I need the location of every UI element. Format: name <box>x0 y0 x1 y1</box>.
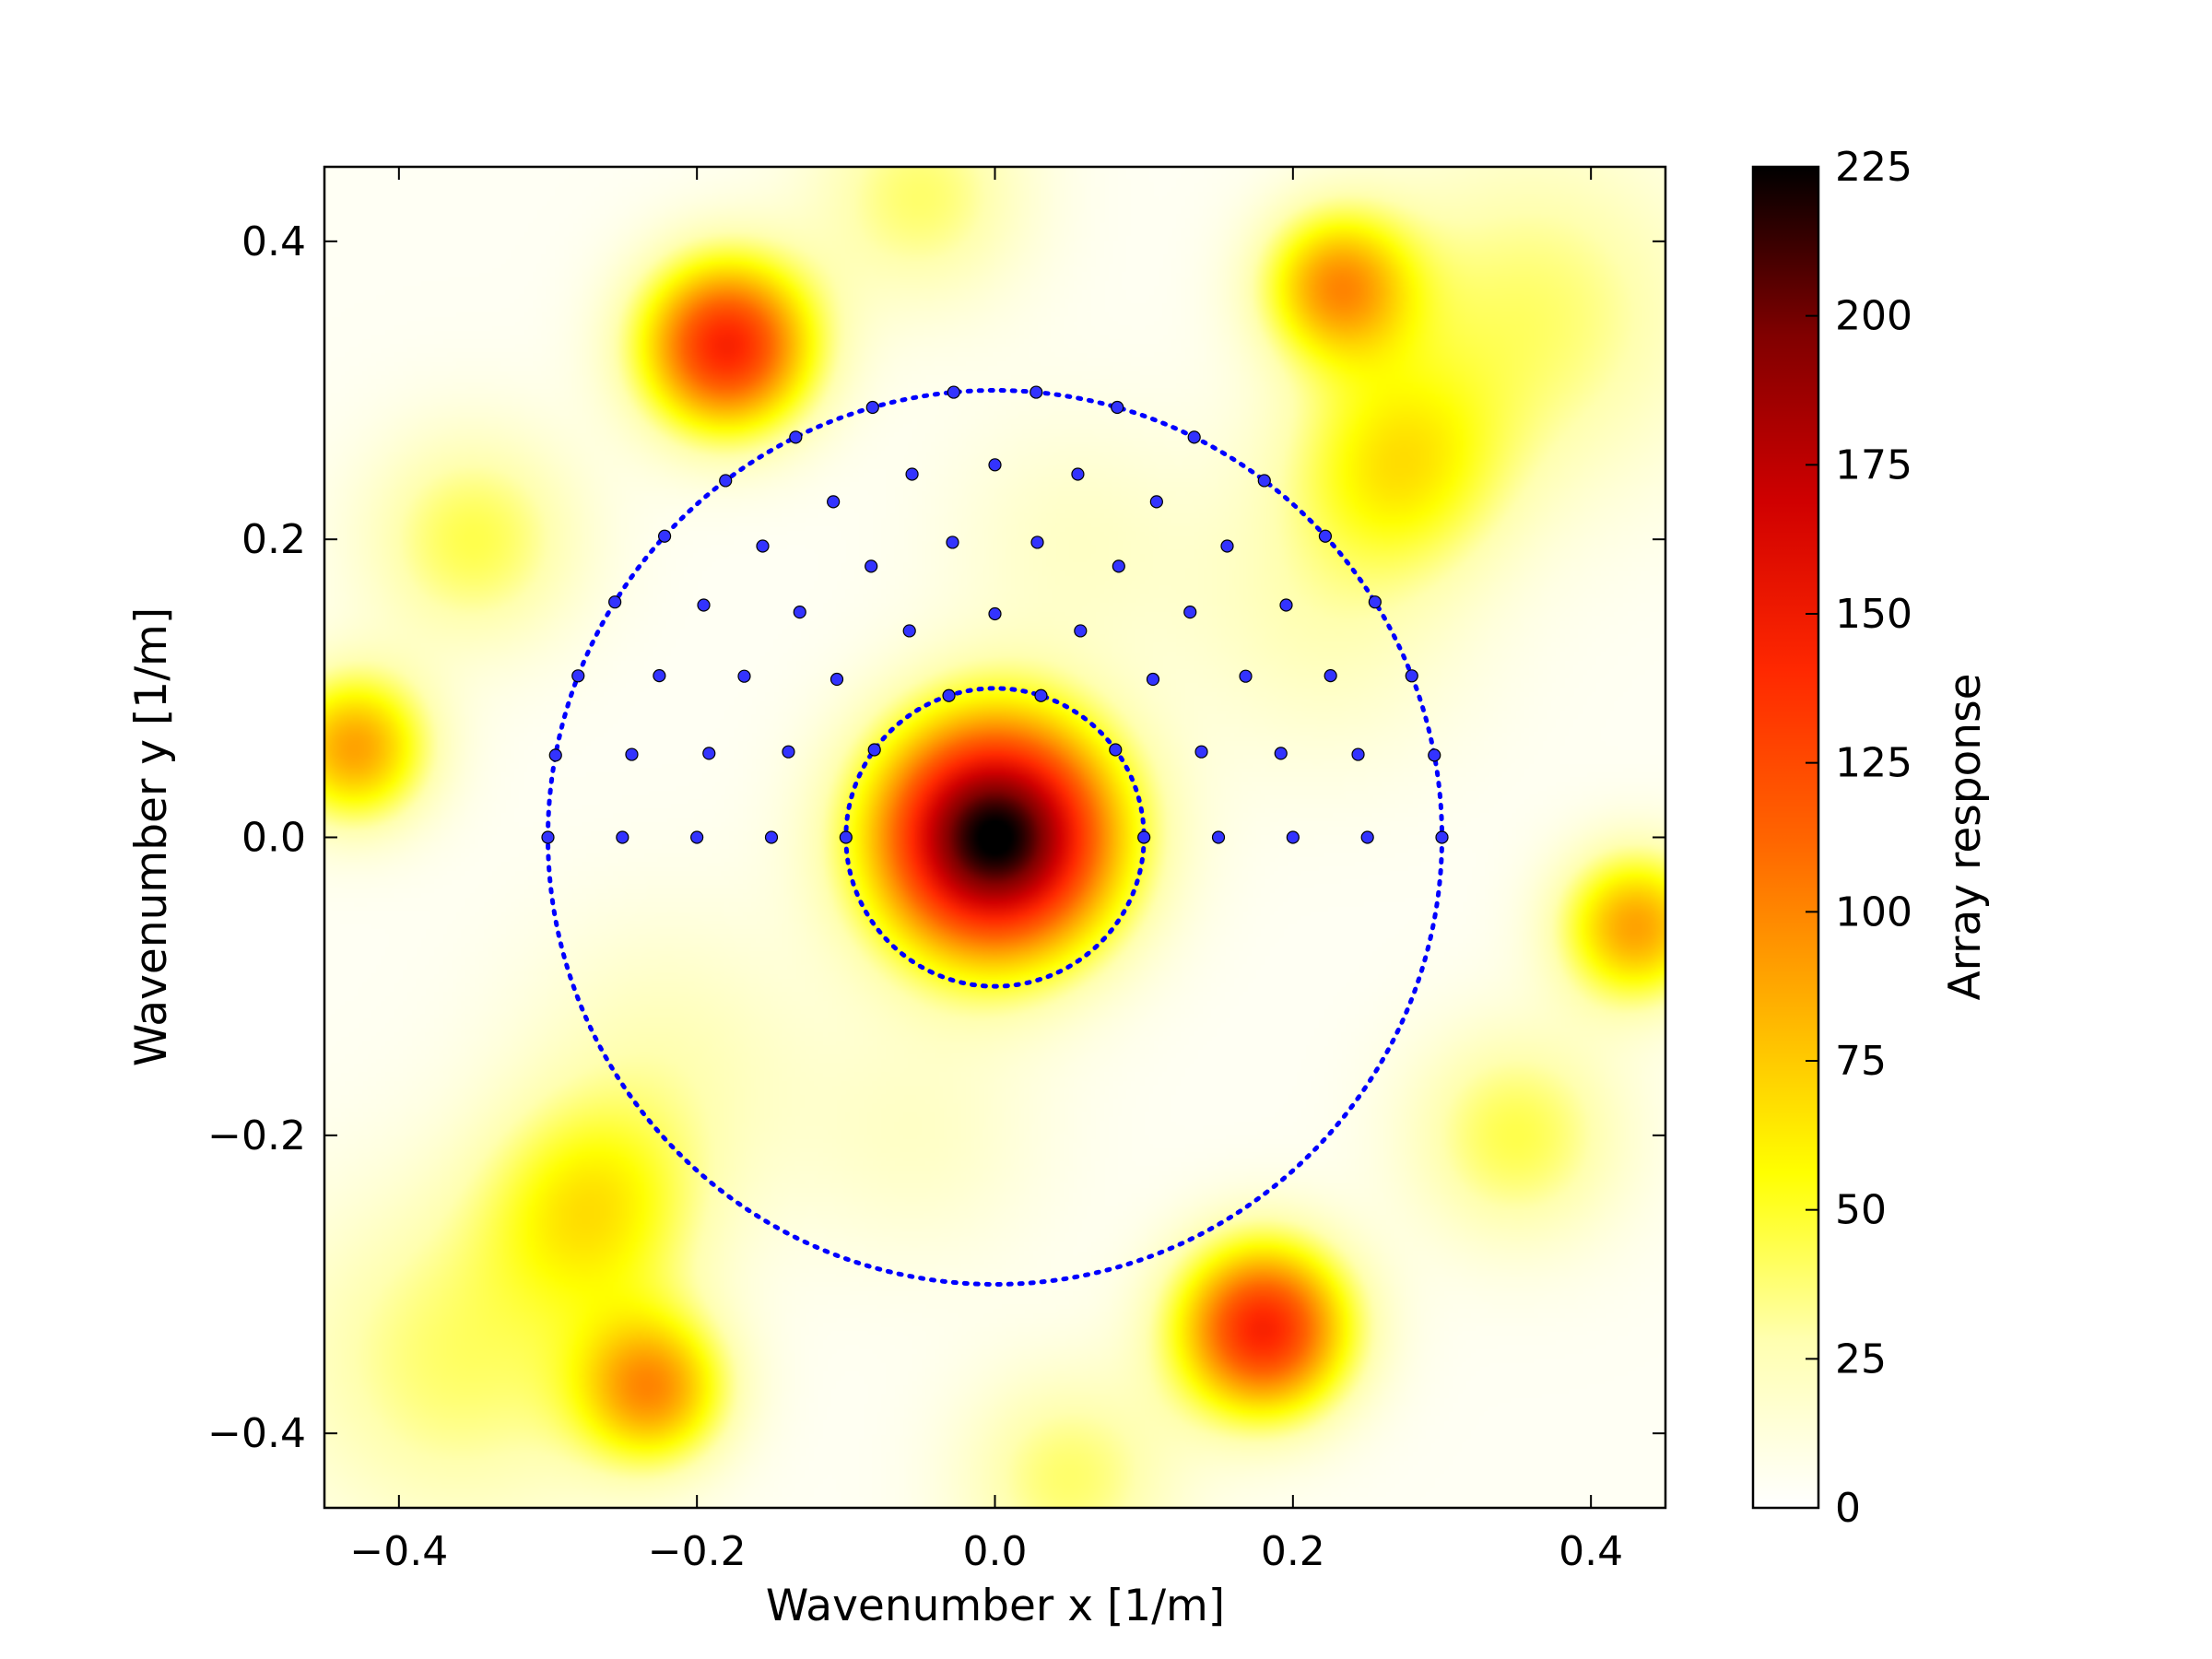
sampling-point <box>1360 830 1374 844</box>
sampling-point <box>737 669 751 683</box>
sampling-point <box>702 747 716 760</box>
sampling-point <box>1149 495 1163 509</box>
sampling-point <box>1030 385 1043 399</box>
sampling-point <box>1368 595 1382 609</box>
sampling-point <box>690 830 704 844</box>
sampling-point <box>616 830 629 844</box>
sampling-point <box>1109 743 1123 757</box>
sampling-point <box>1146 672 1160 687</box>
y-tick-label: 0.0 <box>241 815 306 862</box>
sampling-point <box>782 745 795 759</box>
sampling-point <box>947 385 960 399</box>
x-tick-label: 0.2 <box>1261 1528 1325 1575</box>
heatmap-image <box>324 167 1665 1508</box>
sampling-point <box>1257 474 1271 488</box>
colorbar-frame <box>1751 165 1820 1510</box>
y-tick-label: 0.4 <box>241 218 306 265</box>
sampling-point <box>793 606 806 619</box>
sampling-point <box>830 672 844 687</box>
colorbar-tick-label: 50 <box>1835 1187 1887 1234</box>
sampling-point <box>541 830 555 844</box>
colorbar-ticks: 0 25 50 75 100 125 150 175 200 225 <box>1806 144 1912 1532</box>
sampling-point <box>988 606 1002 621</box>
sampling-point <box>1351 747 1365 761</box>
x-axis-label: Wavenumber x [1/m] <box>766 1581 1225 1631</box>
y-tick-label: −0.4 <box>207 1410 306 1457</box>
x-tick-label: −0.2 <box>648 1528 747 1575</box>
sampling-point <box>1194 745 1208 759</box>
sampling-point <box>657 529 672 543</box>
sampling-point <box>1183 606 1197 619</box>
colorbar-label: Array response <box>1940 673 1991 1000</box>
colorbar-tick-label: 175 <box>1835 441 1912 488</box>
sampling-point <box>827 495 841 509</box>
sampling-point <box>946 535 959 549</box>
sampling-point <box>548 748 562 762</box>
sampling-point <box>1071 467 1085 481</box>
sampling-point <box>719 474 733 488</box>
y-tick-label: −0.2 <box>207 1112 306 1159</box>
sampling-point <box>1112 559 1125 573</box>
sampling-point <box>839 830 853 844</box>
sampling-point <box>1279 598 1293 612</box>
sampling-point <box>1428 748 1441 762</box>
sampling-point <box>697 598 711 612</box>
sampling-point <box>625 747 639 761</box>
sampling-point <box>865 559 878 573</box>
sampling-point <box>1274 747 1288 760</box>
sampling-point <box>1324 669 1337 683</box>
sampling-point <box>1034 688 1048 702</box>
sampling-point <box>1074 624 1088 638</box>
x-tick-label: 0.4 <box>1559 1528 1623 1575</box>
x-tick-label: −0.4 <box>349 1528 448 1575</box>
sampling-point <box>865 400 879 415</box>
colorbar: 0 25 50 75 100 125 150 175 200 225 Array response <box>1751 144 1991 1532</box>
sampling-point <box>764 830 779 844</box>
colorbar-tick-label: 75 <box>1835 1038 1887 1085</box>
x-tick-label: 0.0 <box>963 1528 1028 1575</box>
sampling-point <box>942 688 956 702</box>
sampling-point <box>1137 830 1151 844</box>
sampling-point <box>988 458 1002 472</box>
sampling-point <box>789 430 803 444</box>
sampling-point <box>1435 830 1449 844</box>
sampling-point <box>1187 430 1201 444</box>
sampling-point <box>608 595 622 609</box>
x-axis: −0.4 −0.2 0.0 0.2 0.4 <box>349 167 1623 1575</box>
y-axis-label: Wavenumber y [1/m] <box>126 607 177 1066</box>
colorbar-tick-label: 125 <box>1835 740 1912 787</box>
sampling-point <box>756 539 770 553</box>
sampling-point <box>905 467 919 481</box>
colorbar-tick-label: 100 <box>1835 888 1912 935</box>
sampling-point <box>902 624 916 638</box>
colorbar-tick-label: 225 <box>1835 144 1912 191</box>
y-tick-label: 0.2 <box>241 516 306 563</box>
sampling-point <box>1405 669 1418 683</box>
sampling-point <box>1220 539 1234 553</box>
colorbar-tick-label: 150 <box>1835 591 1912 638</box>
sampling-point <box>1111 400 1124 415</box>
sampling-point <box>1030 535 1044 549</box>
plot-area: −0.4 −0.2 0.0 0.2 0.4 −0.4 −0.2 0.0 0.2 0.4 <box>207 165 1667 1575</box>
sampling-point <box>653 669 666 683</box>
sampling-point <box>1286 830 1300 844</box>
colorbar-tick-label: 0 <box>1835 1485 1861 1532</box>
sampling-point <box>571 669 585 683</box>
sampling-point <box>1211 830 1226 844</box>
colorbar-gradient <box>1753 167 1818 1508</box>
sampling-point <box>1239 669 1253 683</box>
sampling-point <box>867 743 881 757</box>
colorbar-tick-label: 25 <box>1835 1335 1887 1382</box>
sampling-point <box>1318 529 1333 543</box>
y-axis: −0.4 −0.2 0.0 0.2 0.4 <box>207 218 1665 1457</box>
sampling-points <box>541 385 1449 844</box>
colorbar-tick-label: 200 <box>1835 293 1912 340</box>
